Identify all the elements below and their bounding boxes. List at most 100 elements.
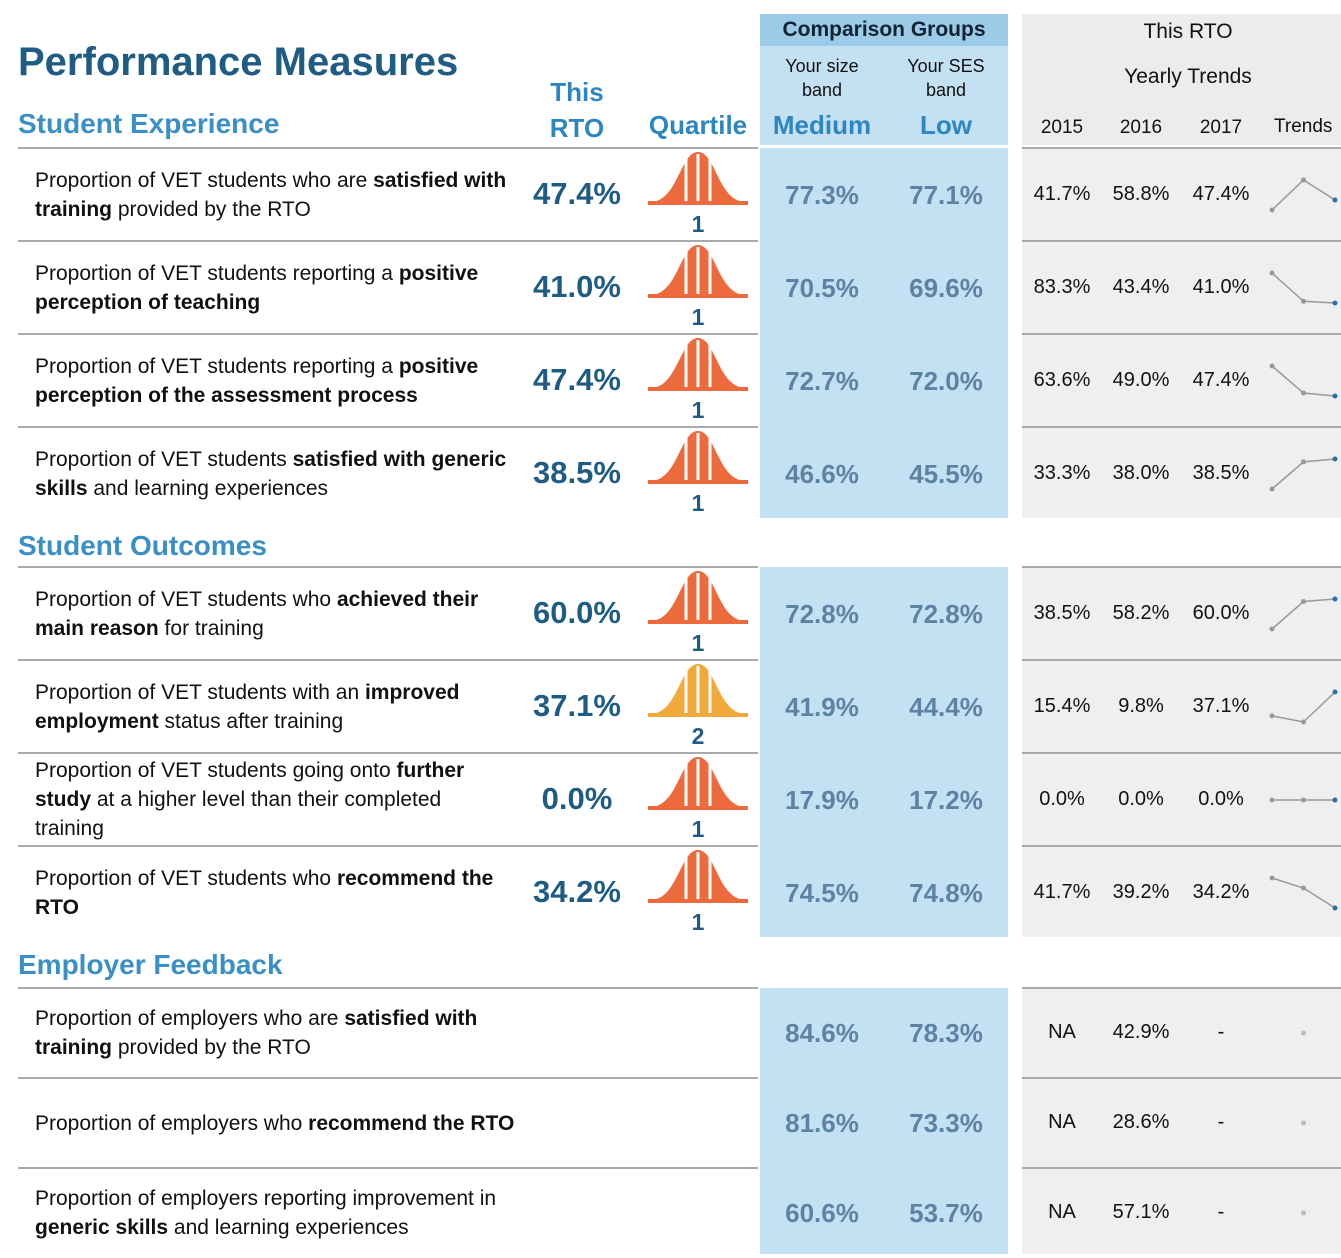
- description desc: Proportion of employers who recommend th…: [35, 1078, 515, 1168]
- yearly-value: -: [1217, 1021, 1225, 1043]
- quartile-value: 2: [691, 722, 705, 749]
- medium-value: 60.6%: [785, 1198, 859, 1228]
- description desc: Proportion of VET students who recommend…: [35, 846, 515, 939]
- sparkline-point: [1301, 458, 1306, 464]
- yearly-value: 47.4%: [1192, 182, 1250, 205]
- sparkline: [1269, 797, 1338, 802]
- yearly-value: 58.2%: [1112, 601, 1170, 624]
- medium-value: 81.6%: [785, 1108, 859, 1138]
- quartile-value: 1: [691, 303, 705, 330]
- size-label: Your size band: [785, 56, 859, 100]
- section-title: Student Outcomes: [18, 530, 267, 561]
- description-part: Proportion of VET students with an: [35, 680, 365, 704]
- sparkline-line: [1271, 271, 1336, 304]
- sparkline: [1269, 270, 1338, 305]
- description-part: achieved their main reason: [35, 587, 479, 640]
- sparkline: [1301, 1120, 1306, 1126]
- description desc: Proportion of VET students reporting a p…: [35, 241, 515, 334]
- comparison-header-bg: [760, 14, 1008, 46]
- description-text: Proportion of VET students going onto fu…: [35, 756, 515, 843]
- yearly-value: 0.0%: [1198, 787, 1244, 810]
- yearly-value: 38.5%: [1033, 601, 1091, 624]
- year-label: 2015: [1040, 117, 1084, 138]
- description desc: Proportion of employers reporting improv…: [35, 1168, 515, 1258]
- section-title: Employer Feedback: [18, 949, 283, 980]
- yearly-value: 9.8%: [1118, 694, 1164, 717]
- quartile-icon: [648, 244, 748, 298]
- description desc: Proportion of VET students who achieved …: [35, 567, 515, 660]
- sparkline-point: [1332, 197, 1338, 202]
- description-part: Proportion of VET students who: [35, 866, 337, 890]
- yearly-value: 39.2%: [1112, 880, 1170, 903]
- row-separator: [1022, 845, 1341, 847]
- size-value: Medium: [772, 110, 872, 140]
- comparison-bg: [760, 567, 1008, 937]
- description-part: at a higher level than their completed t…: [35, 788, 442, 840]
- yearly-value: 58.8%: [1112, 182, 1170, 205]
- quartile-value: 1: [691, 489, 705, 516]
- row-separator: [1022, 752, 1341, 754]
- sparkline-point: [1269, 712, 1275, 718]
- sparkline: [1269, 363, 1338, 398]
- yearly-value: 41.0%: [1192, 275, 1250, 298]
- quartile-value: 1: [691, 815, 705, 842]
- trends-subtitle: Yearly Trends: [1124, 65, 1252, 88]
- description desc: Proportion of employers who are satisfie…: [35, 988, 515, 1078]
- description-part: satisfied with training: [35, 168, 507, 221]
- quartile-value: 1: [691, 908, 705, 935]
- description-part: Proportion of employers reporting improv…: [35, 1187, 497, 1210]
- row-separator: [18, 1077, 758, 1079]
- description desc: Proportion of VET students going onto fu…: [35, 753, 515, 846]
- sparkline-point: [1332, 905, 1338, 910]
- description-part: Proportion of employers who are: [35, 1007, 345, 1030]
- trends-label: Trends: [1274, 116, 1333, 137]
- sparkline-line: [1271, 178, 1336, 211]
- row-separator: [1022, 147, 1341, 149]
- sparkline-point: [1332, 456, 1338, 461]
- quartile-icon: [648, 663, 748, 717]
- description-part: Proportion of VET students reporting a: [35, 354, 399, 378]
- low-value: 69.6%: [909, 272, 983, 303]
- year-label: 2017: [1199, 117, 1243, 138]
- sparkline-point: [1269, 270, 1275, 275]
- sparkline-point: [1301, 885, 1306, 890]
- description-part: Proportion of VET students who: [35, 587, 337, 611]
- description-part: and learning experiences: [87, 476, 329, 500]
- row-separator: [18, 659, 758, 661]
- low-value: 73.3%: [909, 1108, 983, 1138]
- quartile-header: Quartile: [648, 110, 748, 140]
- this-rto-value: 0.0%: [541, 780, 613, 816]
- description-part: positive perception of the assessment pr…: [35, 354, 479, 407]
- description-part: Proportion of employers who: [35, 1111, 309, 1135]
- quartile-icon: [648, 756, 748, 810]
- sparkline-point: [1332, 797, 1338, 802]
- quartile-value: 1: [691, 396, 705, 423]
- sparkline: [1301, 1030, 1306, 1036]
- row-separator: [1022, 333, 1341, 335]
- yearly-value: 38.5%: [1192, 461, 1250, 484]
- description-text: Proportion of employers who recommend th…: [35, 1109, 514, 1138]
- yearly-value: -: [1217, 1111, 1225, 1133]
- low-value: 45.5%: [909, 458, 983, 489]
- medium-value: 70.5%: [785, 272, 859, 303]
- bell-base: [648, 386, 748, 391]
- description desc: Proportion of VET students with an impro…: [35, 660, 515, 753]
- this-rto-value: 60.0%: [533, 594, 621, 630]
- sparkline-line: [1271, 690, 1336, 723]
- row-separator: [18, 752, 758, 754]
- yearly-value: 57.1%: [1112, 1201, 1170, 1223]
- ses-value: Low: [920, 110, 972, 140]
- bell-base: [648, 479, 748, 484]
- description-part: satisfied with training: [35, 1007, 478, 1059]
- description-part: further study: [35, 759, 465, 811]
- description-part: and learning experiences: [168, 1216, 409, 1239]
- sparkline-point: [1332, 393, 1338, 398]
- yearly-value: NA: [1048, 1201, 1076, 1223]
- yearly-value: 60.0%: [1192, 601, 1250, 624]
- yearly-value: 15.4%: [1033, 694, 1091, 717]
- row-separator: [18, 240, 758, 242]
- trends-title: This RTO: [1143, 20, 1233, 43]
- row-separator: [18, 147, 758, 149]
- yearly-value: 0.0%: [1039, 787, 1085, 810]
- description-part: satisfied with generic skills: [35, 447, 507, 500]
